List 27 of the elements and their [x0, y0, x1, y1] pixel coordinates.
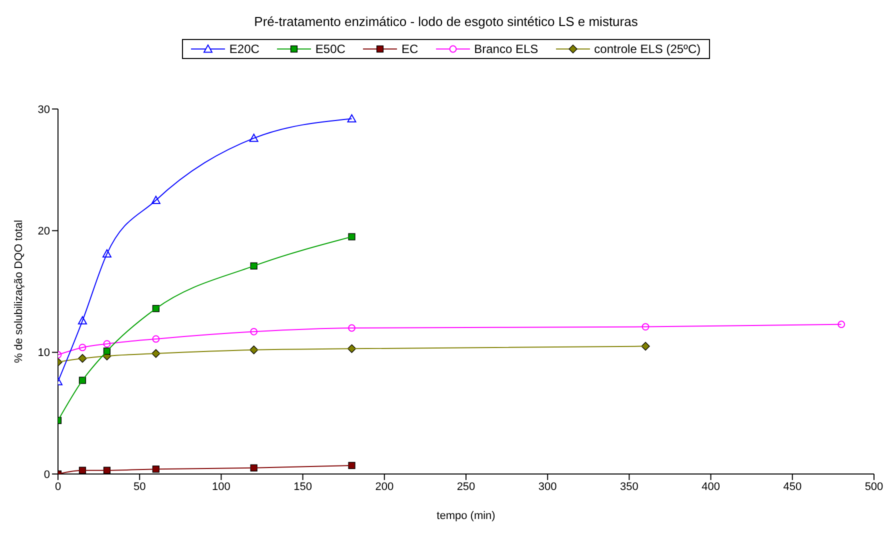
point — [347, 114, 356, 122]
chart-title: Pré-tratamento enzimático - lodo de esgoto sintético LS e misturas — [253, 13, 639, 29]
x-tick-label: 200 — [375, 480, 394, 493]
x-tick-label: 350 — [620, 480, 638, 493]
x-axis-title: tempo (min) — [436, 510, 496, 522]
y-tick-label: 20 — [38, 226, 50, 238]
point — [641, 342, 650, 351]
x-tick-label: 100 — [212, 480, 230, 493]
x-tick-label: 50 — [133, 480, 146, 493]
legend-label: controle ELS (25ºC) — [594, 42, 701, 56]
x-tick-label: 400 — [702, 480, 720, 493]
legend-label: Branco ELS — [474, 42, 538, 56]
y-tick-label: 30 — [38, 104, 50, 116]
legend-label: EC — [401, 42, 418, 56]
legend-label: E50C — [315, 42, 346, 56]
legend-label: E20C — [229, 42, 260, 56]
point — [348, 233, 356, 240]
x-tick-label: 300 — [538, 480, 557, 493]
y-tick-label: 0 — [44, 468, 50, 481]
y-tick-label: 10 — [38, 347, 50, 360]
x-tick-label: 250 — [456, 480, 476, 493]
x-tick-label: 500 — [864, 480, 884, 493]
x-tick-label: 0 — [54, 480, 62, 493]
point — [348, 462, 356, 470]
x-tick-label: 150 — [294, 480, 312, 493]
y-axis-title: % de solubilização DQO total — [12, 220, 25, 364]
x-tick-label: 450 — [783, 480, 802, 493]
